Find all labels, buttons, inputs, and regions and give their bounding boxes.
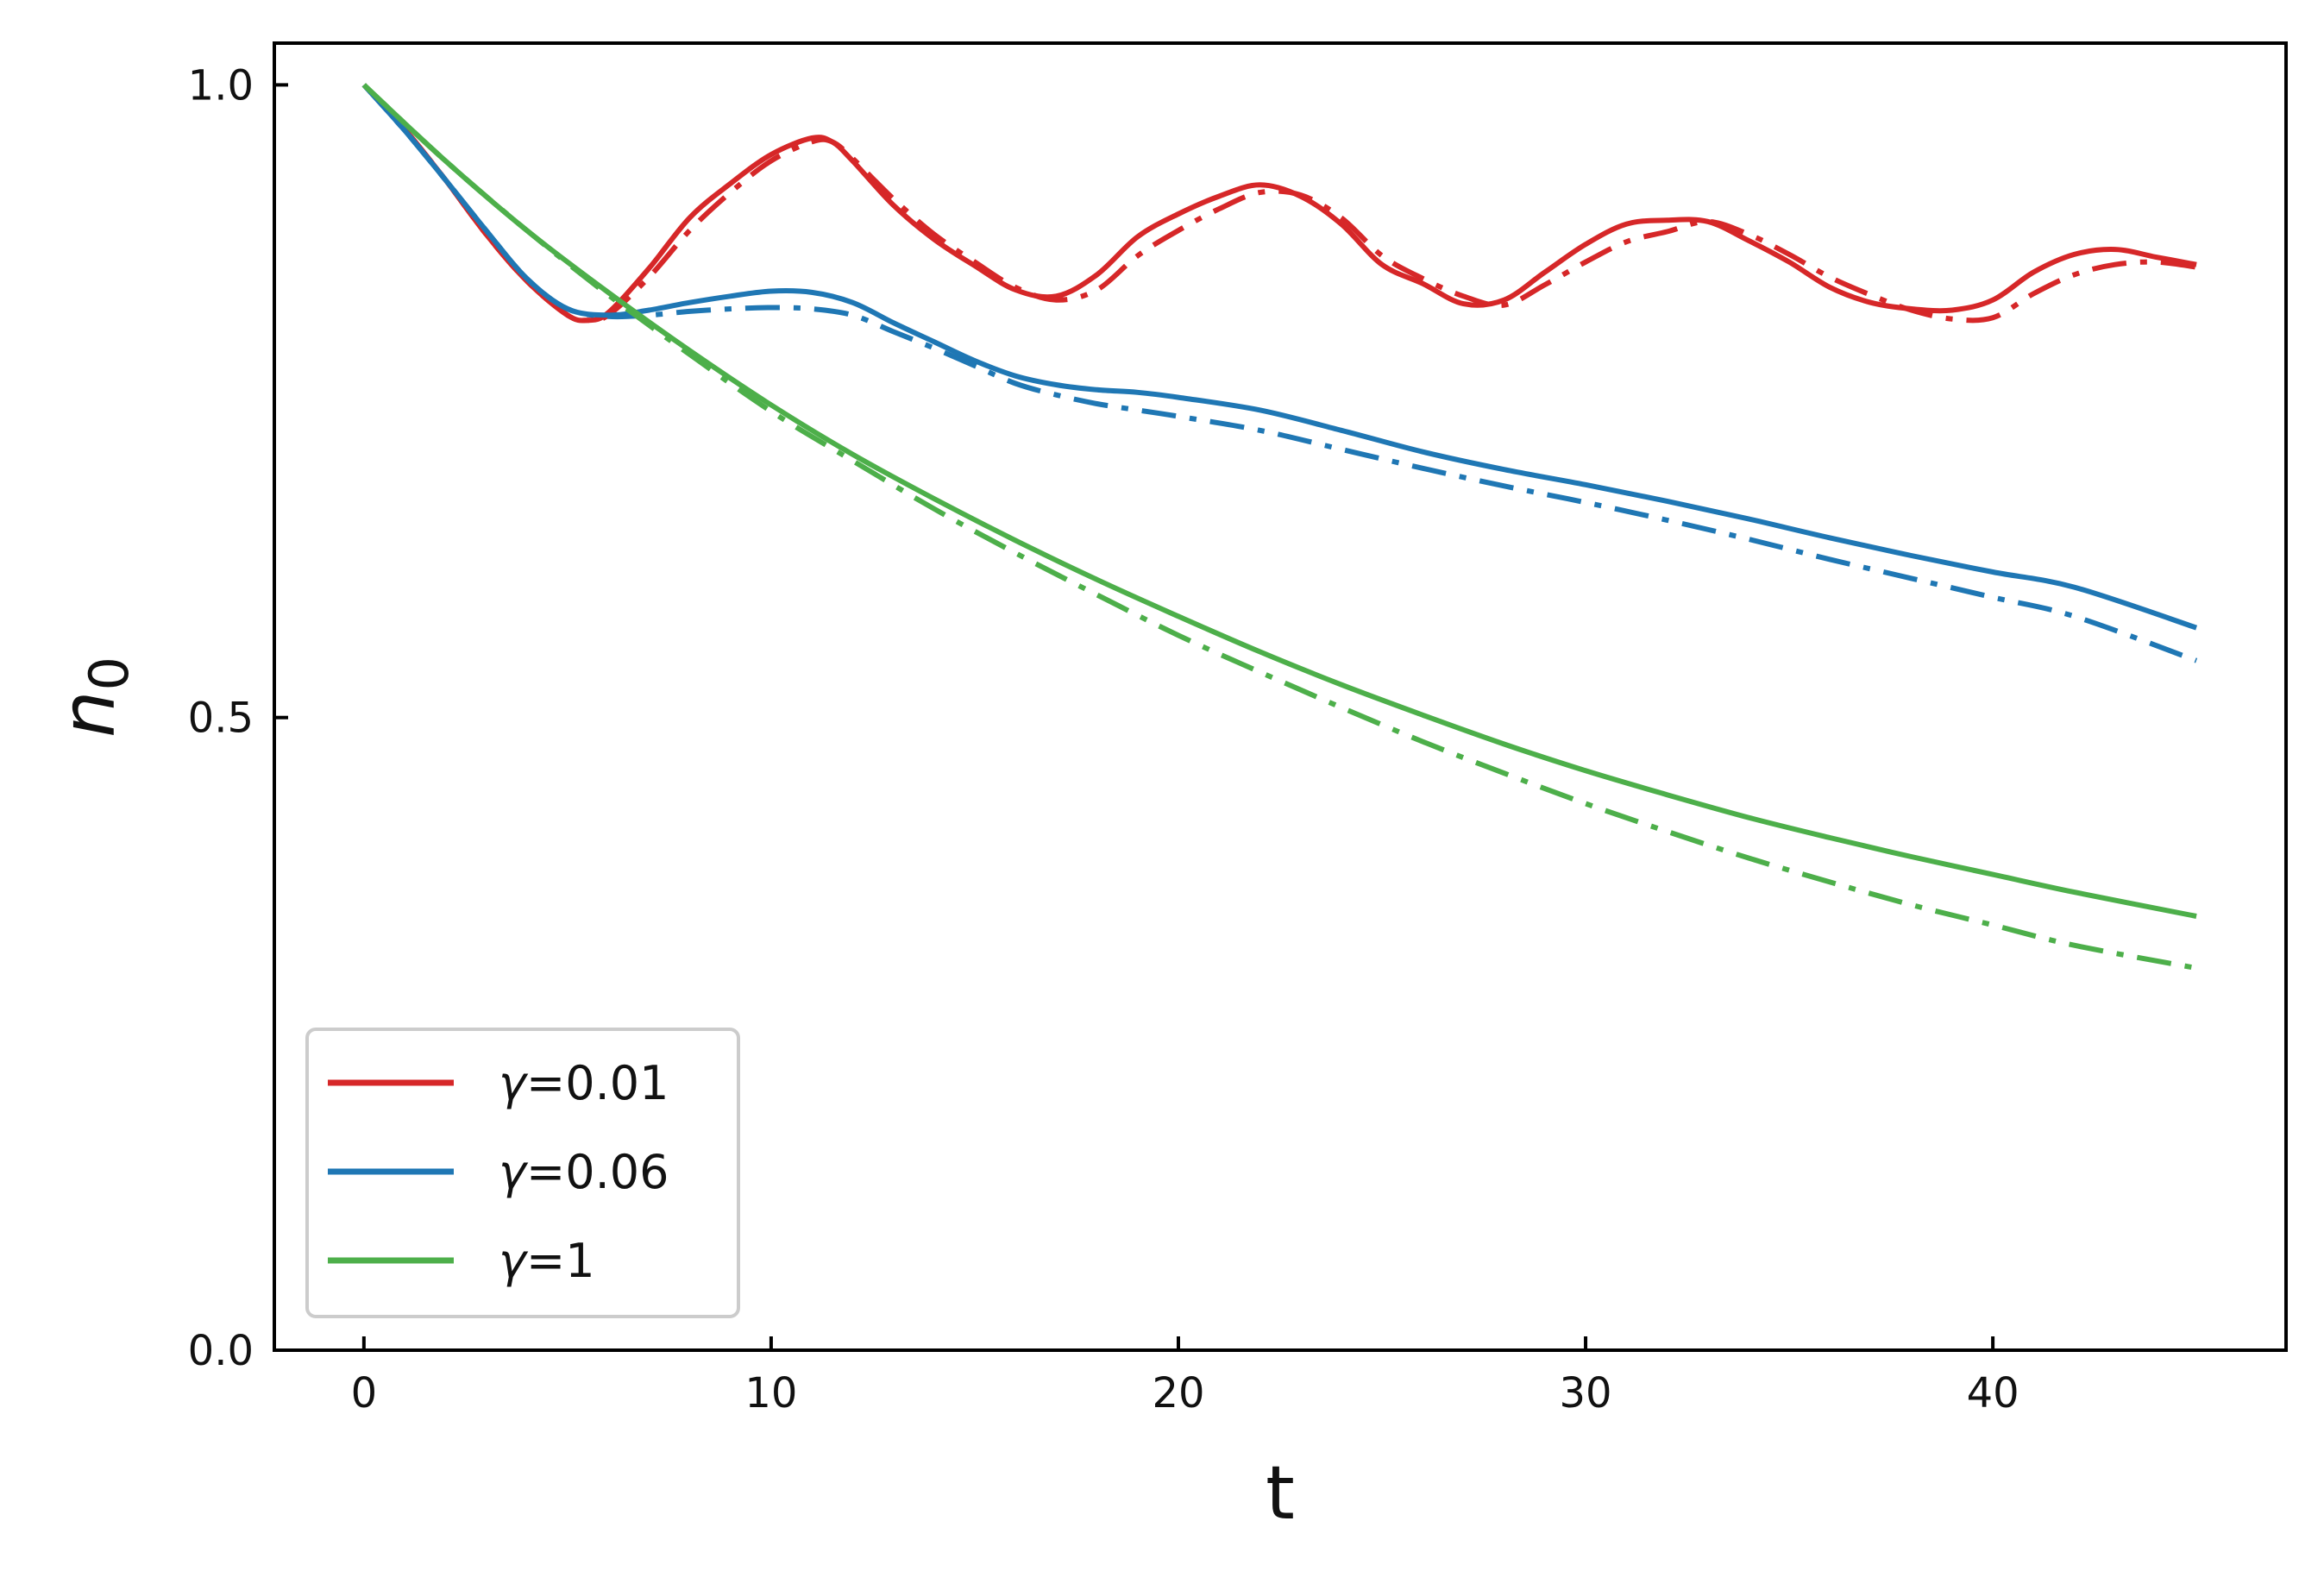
x-axis-label: t (1266, 1450, 1295, 1537)
y-tick-label: 1.0 (188, 61, 254, 110)
x-tick-label: 0 (351, 1369, 378, 1417)
y-axis-label-subscript: 0 (78, 657, 141, 690)
legend: γ=0.01 γ=0.06 γ=1 (305, 1028, 740, 1318)
x-axis-ticks: 0 10 20 30 40 (351, 1336, 2019, 1417)
legend-box (305, 1028, 740, 1318)
series-line-4-dashdot (361, 83, 2198, 663)
series-line-3-solid (361, 83, 2198, 631)
y-tick-label: 0.0 (188, 1327, 254, 1375)
x-tick-label: 20 (1152, 1369, 1204, 1417)
y-axis-label-main: n (46, 690, 132, 738)
x-tick-label: 30 (1560, 1369, 1612, 1417)
series-line-6-dashdot (361, 83, 2197, 971)
legend-label: γ=0.06 (499, 1145, 669, 1199)
y-axis-ticks: 0.0 0.5 1.0 (188, 61, 288, 1375)
plot-frame (273, 41, 2288, 1352)
legend-label: γ=1 (499, 1234, 595, 1288)
series-line-1-solid (361, 83, 2197, 324)
legend-label: γ=0.01 (499, 1056, 669, 1110)
svg-text:n0: n0 (46, 657, 141, 738)
series-lines (361, 83, 2198, 971)
y-tick-label: 0.5 (188, 695, 254, 743)
y-axis-label: n0 (46, 657, 141, 738)
series-line-2-dashdot (361, 83, 2197, 324)
x-tick-label: 40 (1967, 1369, 2019, 1417)
x-tick-label: 10 (744, 1369, 797, 1417)
legend-entries: γ=0.01 γ=0.06 γ=1 (328, 1056, 669, 1288)
